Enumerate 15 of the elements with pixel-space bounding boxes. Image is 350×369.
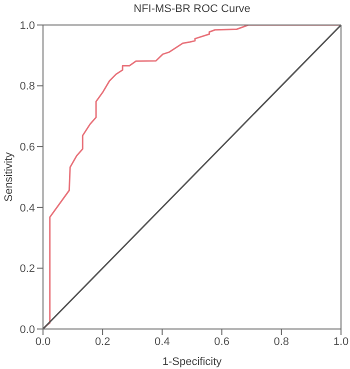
y-tick-label: 0.2 [20,263,35,276]
y-tick-label: 0.8 [20,80,35,93]
x-tick-label: 0.8 [274,336,290,348]
chart-title: NFI-MS-BR ROC Curve [132,3,252,15]
y-tick-label: 0.0 [20,324,35,336]
x-tick-label: 0.6 [214,336,230,348]
y-tick-label: 0.6 [20,142,35,154]
y-tick-label: 1.0 [20,20,35,32]
y-axis-title: Sensitivity [2,152,15,202]
x-tick-label: 0.4 [154,336,170,348]
y-tick-label: 0.4 [20,202,35,214]
x-tick-label: 0.2 [94,336,110,348]
x-tick-label: 1.0 [333,336,349,348]
x-axis-title: 1-Specificity [162,356,222,368]
x-tick-label: 0.0 [35,336,51,348]
